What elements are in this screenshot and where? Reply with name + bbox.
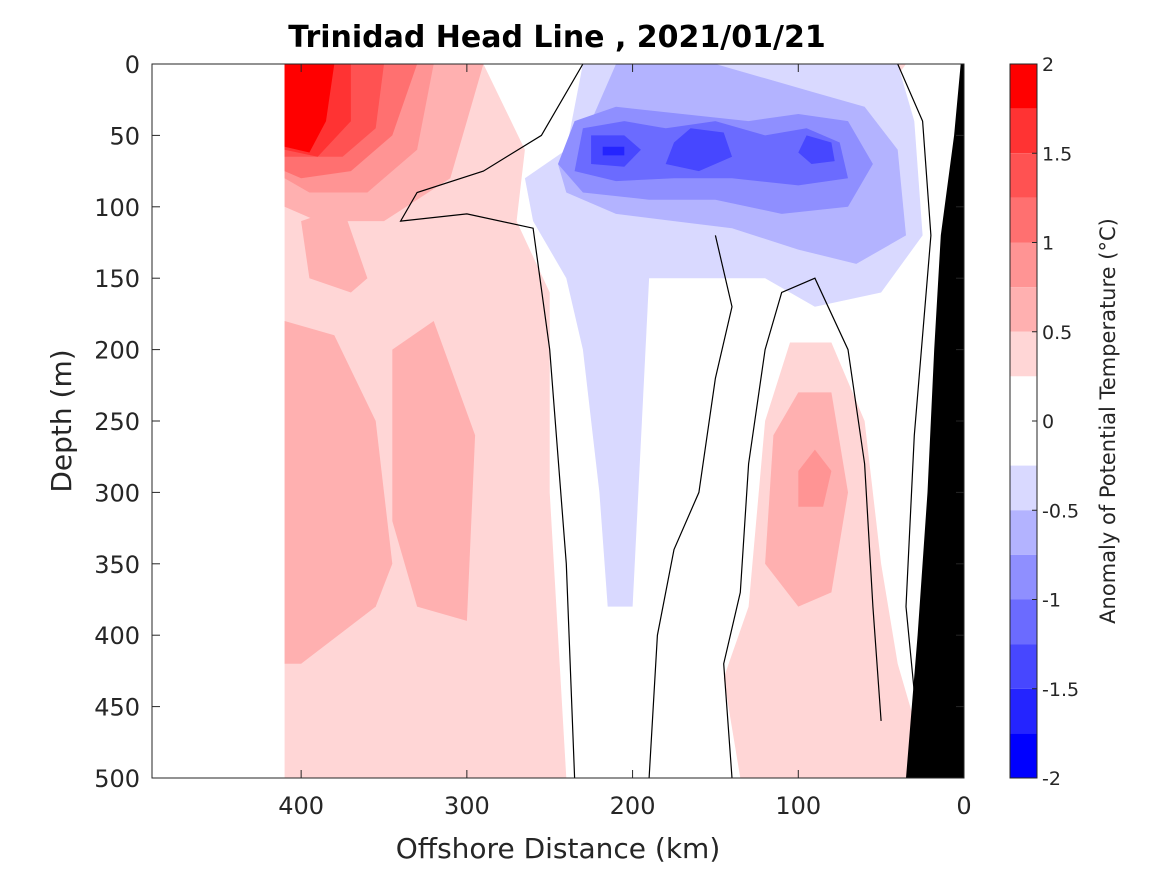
cold-band-125b (665, 128, 732, 172)
colorbar-segment (1010, 465, 1037, 511)
colorbar-segment (1010, 197, 1037, 243)
bathymetry-layer (906, 64, 964, 778)
colorbar-segment (1010, 287, 1037, 332)
y-tick-label: 450 (94, 694, 140, 722)
colorbar-tick-label: 0.5 (1042, 322, 1072, 344)
y-tick-label: 50 (109, 122, 140, 150)
colorbar-tick-label: -1.5 (1042, 679, 1079, 701)
colorbar-segment (1010, 153, 1037, 198)
colorbar-segment (1010, 554, 1037, 600)
colorbar-segment (1010, 376, 1037, 421)
colorbar-tick-label: 2 (1042, 54, 1054, 76)
y-tick-label: 300 (94, 479, 140, 507)
warm-patch-100m (301, 206, 368, 293)
y-tick-label: 100 (94, 194, 140, 222)
colorbar: 2 1.5 1 0.5 0 -0.5 -1 -1.5 -2 (1009, 54, 1079, 790)
colorbar-segment (1010, 733, 1037, 778)
bathymetry-shelf (906, 64, 964, 778)
x-tick-label: 0 (956, 792, 971, 820)
colorbar-segment (1010, 688, 1037, 734)
warm-column-west (284, 321, 393, 664)
y-tick-label: 150 (94, 265, 140, 293)
colorbar-segment (1010, 599, 1037, 645)
zero-contour-coast (897, 64, 932, 778)
colorbar-tick-label: 1 (1042, 233, 1054, 255)
y-tick-label: 0 (125, 51, 140, 79)
y-tick-label: 400 (94, 622, 140, 650)
y-axis-label: Depth (m) (45, 349, 78, 492)
y-tick-label: 200 (94, 337, 140, 365)
y-tick-label: 250 (94, 408, 140, 436)
warm-eddy-1 (798, 449, 832, 507)
warm-column-east (392, 321, 476, 621)
x-tick-label: 400 (278, 792, 324, 820)
colorbar-segment (1010, 510, 1037, 555)
colorbar-segment (1010, 421, 1037, 466)
cold-band-15 (602, 146, 625, 156)
colorbar-tick-label: -2 (1042, 768, 1061, 790)
colorbar-segment (1010, 64, 1037, 109)
colorbar-tick-label: 0 (1042, 411, 1054, 433)
x-tick-label: 100 (775, 792, 821, 820)
contour-fill-layer (284, 64, 923, 778)
colorbar-segment (1010, 644, 1037, 689)
zero-contour-offshore (399, 64, 584, 778)
colorbar-segment (1010, 108, 1037, 154)
y-axis: 0 50 100 150 200 250 300 350 400 450 500 (94, 51, 964, 793)
colorbar-label: Anomaly of Potential Temperature (°C) (1096, 218, 1120, 624)
x-tick-label: 300 (444, 792, 490, 820)
zero-contour-center (648, 235, 733, 778)
y-tick-label: 350 (94, 551, 140, 579)
x-tick-label: 200 (610, 792, 656, 820)
cold-band-125c (798, 135, 835, 164)
zero-contour-lines (399, 64, 932, 778)
warm-core-2 (284, 64, 335, 153)
colorbar-segment (1010, 242, 1037, 288)
zero-contour-eddy (723, 277, 882, 778)
chart-title: Trinidad Head Line , 2021/01/21 (288, 20, 825, 55)
colorbar-segment (1010, 331, 1037, 377)
plot-area (151, 63, 965, 779)
x-axis-label: Offshore Distance (km) (396, 832, 721, 865)
colorbar-tick-label: -1 (1042, 590, 1061, 612)
colorbar-tick-label: 1.5 (1042, 143, 1072, 165)
x-axis: 400 300 200 100 0 (278, 64, 972, 820)
colorbar-tick-label: -0.5 (1042, 500, 1079, 522)
y-tick-label: 500 (94, 765, 140, 793)
